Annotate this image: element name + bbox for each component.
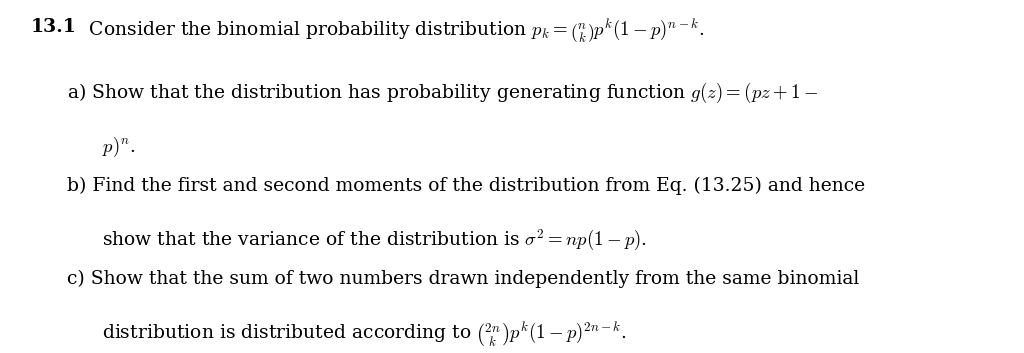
Text: c) Show that the sum of two numbers drawn independently from the same binomial: c) Show that the sum of two numbers draw…: [67, 270, 859, 288]
Text: b) Find the first and second moments of the distribution from Eq. (13.25) and he: b) Find the first and second moments of …: [67, 176, 864, 195]
Text: $p)^n$.: $p)^n$.: [102, 136, 136, 159]
Text: a) Show that the distribution has probability generating function $g(z) = (pz+1-: a) Show that the distribution has probab…: [67, 81, 817, 105]
Text: Consider the binomial probability distribution $p_k = \binom{n}{k}p^k(1-p)^{n-k}: Consider the binomial probability distri…: [71, 18, 705, 46]
Text: distribution is distributed according to $\binom{2n}{k}p^k(1-p)^{2n-k}$.: distribution is distributed according to…: [102, 321, 628, 349]
Text: show that the variance of the distribution is $\sigma^2 = np(1-p)$.: show that the variance of the distributi…: [102, 228, 647, 253]
Text: 13.1: 13.1: [31, 18, 77, 36]
